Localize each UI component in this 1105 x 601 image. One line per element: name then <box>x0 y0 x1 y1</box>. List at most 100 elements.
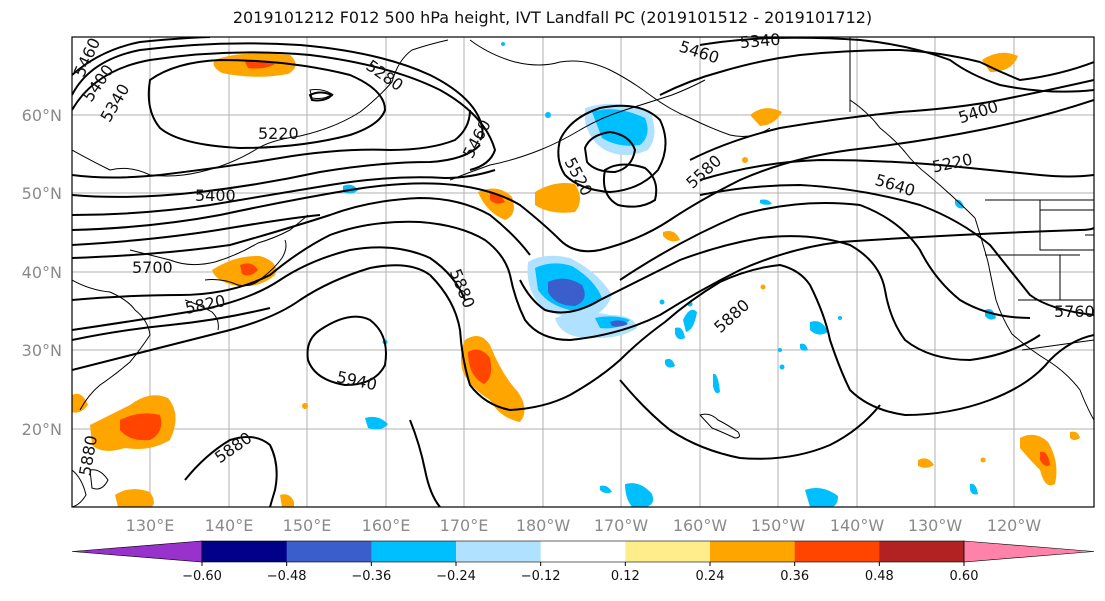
colorbar-segments <box>71 540 1095 563</box>
height-contour <box>72 264 431 371</box>
coastline-taiwan <box>89 469 109 490</box>
lat-label: 60°N <box>22 106 62 125</box>
coastline-asia-east <box>129 214 309 266</box>
ivt-negative-area <box>955 199 964 209</box>
colorbar-segment <box>794 541 880 562</box>
height-contour <box>519 235 1041 362</box>
ivt-positive-area <box>918 458 934 468</box>
colorbar-tick-label: −0.48 <box>267 569 307 584</box>
height-contour <box>72 51 497 171</box>
height-contour <box>699 158 1094 181</box>
lon-label: 170°E <box>440 516 489 535</box>
colorbar-tick-label: −0.12 <box>521 569 561 584</box>
colorbar-segment <box>710 541 796 562</box>
ivt-negative-area <box>545 112 551 118</box>
ivt-strong-positive-area <box>120 413 162 441</box>
height-contour <box>583 130 637 174</box>
ivt-negative-area <box>675 327 685 340</box>
ivt-negative-area <box>625 483 654 507</box>
colorbar: −0.60 −0.48 −0.36 −0.24 −0.12 0.12 0.24 0.36 0.4… <box>71 540 1095 584</box>
lon-label: 160°E <box>362 516 411 535</box>
colorbar-tick-label: 0.60 <box>950 569 979 584</box>
ivt-positive-area <box>1070 431 1080 440</box>
height-contour <box>306 315 387 387</box>
ivt-negative-area <box>659 299 665 305</box>
coastline-philippines <box>72 469 87 507</box>
lon-label: 140°W <box>830 516 885 535</box>
lon-label: 130°E <box>126 516 175 535</box>
lon-tick-labels: 130°E 140°E 150°E 160°E 170°E 180°W 170°… <box>126 516 1042 535</box>
ivt-positive-area <box>742 157 748 163</box>
colorbar-segment <box>456 541 542 562</box>
height-contour <box>147 58 387 150</box>
ivt-negative-area <box>805 488 838 507</box>
ivt-negative-area <box>610 320 628 327</box>
lon-label: 150°W <box>751 516 806 535</box>
coastline-aleutians <box>449 79 706 181</box>
lon-label: 120°W <box>987 516 1042 535</box>
lon-label: 160°W <box>673 516 728 535</box>
colorbar-segment <box>202 541 288 562</box>
ivt-negative-area <box>600 485 612 494</box>
coastline-korea <box>184 299 219 331</box>
ivt-negative-area <box>713 373 720 394</box>
colorbar-tick-label: −0.60 <box>182 569 222 584</box>
ivt-positive-area <box>663 231 680 242</box>
ivt-negative-area <box>838 316 842 320</box>
height-contour <box>72 246 466 331</box>
colorbar-segment <box>371 541 457 562</box>
height-contour <box>72 307 271 341</box>
ivt-negative-area <box>548 278 585 306</box>
ivt-negative-area <box>760 199 772 205</box>
colorbar-ticks: −0.60 −0.48 −0.36 −0.24 −0.12 0.12 0.24 0.36 0.4… <box>182 562 978 584</box>
height-contour <box>72 99 1094 253</box>
height-contour <box>699 183 1094 316</box>
ivt-strong-positive-area <box>490 192 505 204</box>
height-contour <box>72 220 1094 342</box>
ivt-positive-area <box>302 403 308 409</box>
height-contour <box>72 144 481 198</box>
coastline-china <box>72 279 151 411</box>
coastline-us-west <box>974 217 1094 421</box>
ivt-positive-area <box>72 393 88 413</box>
map-frame <box>71 36 1095 508</box>
coastline-bc <box>849 99 976 219</box>
height-contour <box>979 61 1094 82</box>
height-contour <box>619 379 881 460</box>
height-contour <box>409 419 441 507</box>
contour-label: 5220 <box>258 124 299 143</box>
coastline-hawaii <box>699 413 740 439</box>
lat-tick-labels: 60°N 50°N 40°N 30°N 20°N <box>22 106 62 439</box>
ivt-negative-area <box>800 343 808 351</box>
lat-label: 30°N <box>22 341 62 360</box>
height-contour <box>308 91 334 102</box>
border-states <box>1039 200 1094 251</box>
colorbar-tick-label: −0.36 <box>351 569 391 584</box>
ivt-shading <box>72 42 1080 507</box>
map-title: 2019101212 F012 500 hPa height, IVT Land… <box>232 8 873 27</box>
ivt-negative-area <box>592 109 648 146</box>
colorbar-segment <box>879 541 965 562</box>
height-contour <box>689 79 1094 161</box>
colorbar-tick-label: 0.24 <box>696 569 725 584</box>
ivt-positive-area <box>1020 434 1057 486</box>
ivt-negative-area <box>778 348 782 352</box>
contour-label: 5340 <box>739 30 781 52</box>
ivt-negative-area <box>683 309 697 332</box>
lon-label: 150°E <box>283 516 332 535</box>
height-contour <box>72 42 484 141</box>
height-contour <box>557 104 667 194</box>
ivt-negative-area <box>779 364 785 370</box>
coastline-alaska <box>469 39 771 137</box>
colorbar-extend-min <box>71 540 203 563</box>
ivt-strong-positive-area <box>1040 451 1050 466</box>
height-contour <box>72 109 471 179</box>
lon-label: 180°W <box>516 516 571 535</box>
lat-label: 50°N <box>22 184 62 203</box>
height-contour <box>619 202 1031 319</box>
ivt-negative-area <box>970 483 978 495</box>
ivt-positive-area <box>535 183 580 213</box>
colorbar-segment <box>625 541 711 562</box>
contour-label: 5760 <box>1054 302 1095 321</box>
